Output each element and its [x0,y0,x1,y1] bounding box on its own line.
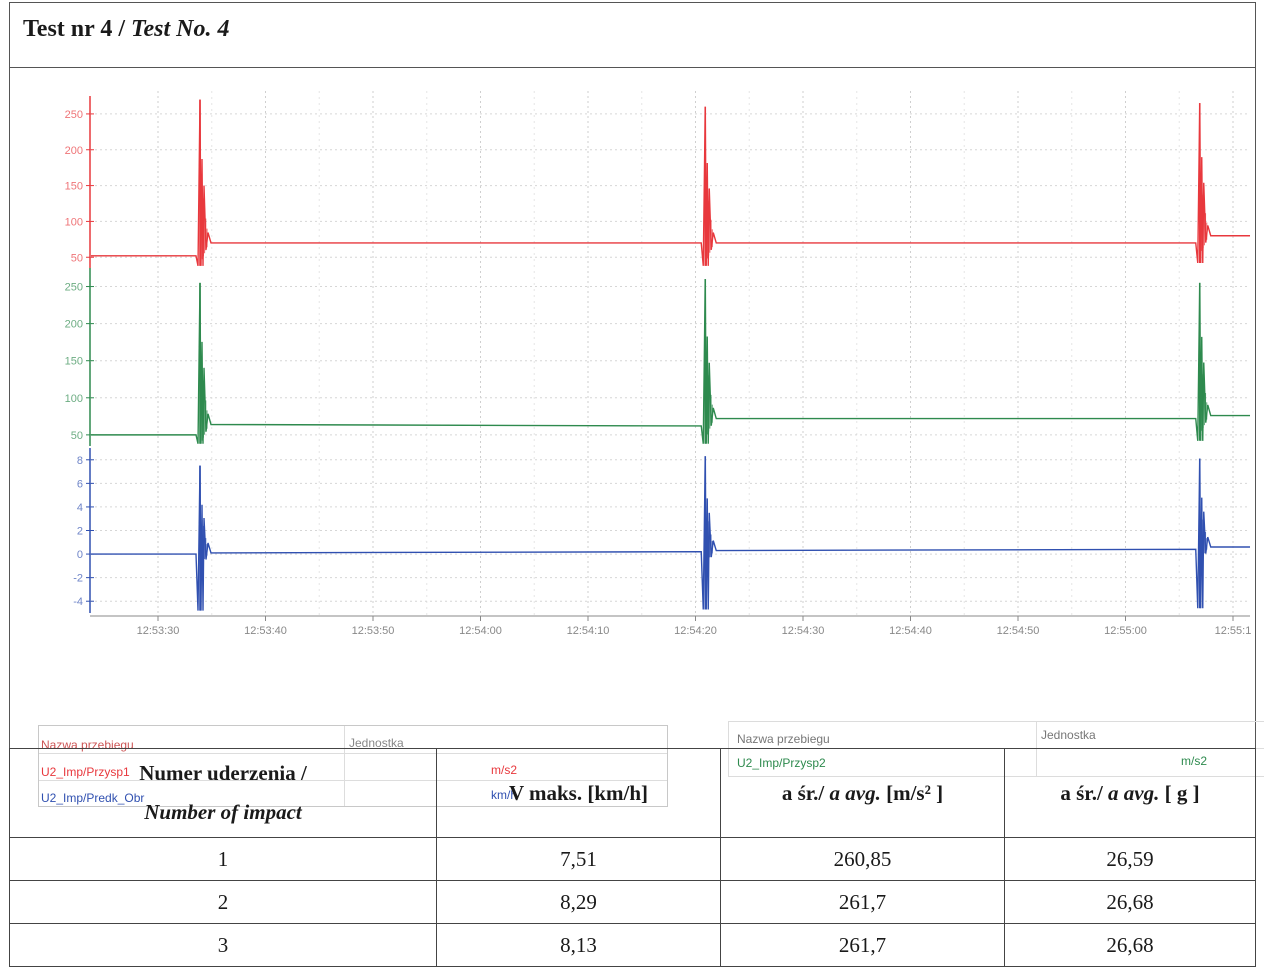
chart-area: 12:53:30 12:53:40 12:53:50 12:54:00 12:54:10… [10,68,1264,807]
x-tick-label: 12:54:00 [459,625,502,637]
header-impact-number-pl: Numer uderzenia / [139,761,307,785]
cell-v-max: 7,51 [436,837,721,881]
x-tick-label: 12:53:50 [352,625,395,637]
x-tick-label: 12:54:20 [674,625,717,637]
y-tick-label: 200 [65,145,83,157]
title-bar: Test nr 4 / Test No. 4 [9,2,1256,68]
table-row: 1 7,51 260,85 26,59 [9,837,1256,881]
series-line [91,456,1250,611]
header-v-max: V maks. [km/h] [436,748,721,838]
series-line [91,279,1250,444]
cell-impact-number: 2 [9,880,437,924]
x-tick-label: 12:55:1 [1215,625,1252,637]
y-tick-label: 50 [71,430,83,442]
cell-a-avg-ms2: 260,85 [720,837,1005,881]
legend-right-header-unit: Jednostka [1041,728,1096,742]
cell-a-avg-g: 26,68 [1004,923,1256,967]
x-tick-label: 12:53:30 [137,625,180,637]
x-tick-label: 12:55:00 [1104,625,1147,637]
y-tick-label: -2 [73,573,83,585]
document-frame [9,2,1256,967]
cell-v-max: 8,13 [436,923,721,967]
y-tick-label: 250 [65,109,83,121]
page-title: Test nr 4 / Test No. 4 [23,16,230,42]
cell-v-max: 8,29 [436,880,721,924]
y-tick-label: 4 [77,502,83,514]
table-row: 2 8,29 261,7 26,68 [9,880,1256,924]
cell-a-avg-g: 26,68 [1004,880,1256,924]
legend-left-header-unit: Jednostka [349,736,404,750]
header-a-avg-g: a śr./ a avg. [ g ] [1004,748,1256,838]
y-tick-label: 8 [77,455,83,467]
x-tick-label: 12:53:40 [244,625,287,637]
y-tick-label: 0 [77,549,83,561]
y-tick-label: 6 [77,478,83,490]
x-tick-label: 12:54:30 [782,625,825,637]
legend-right-header-name: Nazwa przebiegu [737,732,830,746]
results-header-row: Numer uderzenia / Number of impact V mak… [9,748,1256,838]
x-tick-label: 12:54:40 [889,625,932,637]
header-impact-number-en: Number of impact [144,800,302,824]
x-tick-label: 12:54:50 [997,625,1040,637]
page-title-italic: Test No. 4 [131,16,230,42]
chart-svg: 12:53:30 12:53:40 12:53:50 12:54:00 12:54:10… [65,91,1252,637]
y-tick-label: 50 [71,252,83,264]
y-tick-label: 250 [65,282,83,294]
cell-impact-number: 1 [9,837,437,881]
series-line [91,99,1250,266]
header-a-avg-ms2: a śr./ a avg. [m/s² ] [720,748,1005,838]
header-impact-number: Numer uderzenia / Number of impact [9,748,437,838]
cell-a-avg-ms2: 261,7 [720,923,1005,967]
y-tick-label: 150 [65,181,83,193]
x-tick-label: 12:54:10 [567,625,610,637]
cell-impact-number: 3 [9,923,437,967]
y-tick-label: 2 [77,526,83,538]
cell-a-avg-ms2: 261,7 [720,880,1005,924]
results-table: Numer uderzenia / Number of impact V mak… [9,748,1256,967]
cell-a-avg-g: 26,59 [1004,837,1256,881]
table-row: 3 8,13 261,7 26,68 [9,923,1256,967]
y-tick-label: 100 [65,393,83,405]
y-tick-label: 100 [65,216,83,228]
y-tick-label: 150 [65,356,83,368]
y-tick-label: -4 [73,596,83,608]
y-tick-label: 200 [65,319,83,331]
